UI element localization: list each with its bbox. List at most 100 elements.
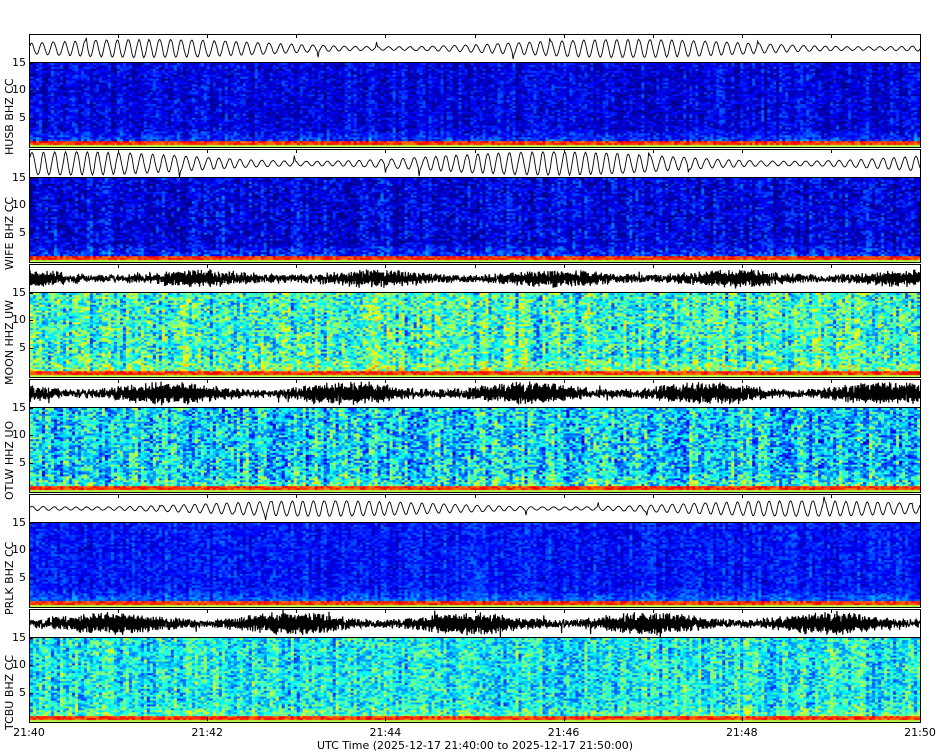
waveform-trace xyxy=(29,269,921,289)
y-tick-label: 10 xyxy=(12,428,26,442)
x-tick-mark xyxy=(563,34,565,38)
waveform-panel xyxy=(29,149,921,178)
x-tick-mark xyxy=(652,609,654,613)
x-tick-mark xyxy=(118,379,120,383)
y-tick-mark xyxy=(29,90,33,92)
x-tick-mark xyxy=(830,34,832,38)
waveform-line xyxy=(29,496,921,521)
x-tick-mark xyxy=(474,494,476,498)
y-tick-mark xyxy=(29,577,33,579)
x-tick-mark xyxy=(741,494,743,498)
y-tick-label: 10 xyxy=(12,543,26,557)
y-tick-label: 15 xyxy=(12,631,26,645)
x-tick-mark xyxy=(830,379,832,383)
x-tick-label: 21:48 xyxy=(725,726,758,739)
y-tick-label: 5 xyxy=(19,570,26,584)
waveform-line xyxy=(29,150,921,178)
waveform-trace xyxy=(29,150,921,178)
x-tick-mark xyxy=(207,379,209,383)
y-tick-label: 10 xyxy=(12,658,26,672)
waveform-line xyxy=(29,609,921,641)
x-tick-mark xyxy=(296,494,298,498)
x-tick-mark xyxy=(741,149,743,153)
x-tick-mark xyxy=(385,34,387,38)
x-tick-label: 21:50 xyxy=(904,726,936,739)
x-tick-mark xyxy=(563,149,565,153)
x-tick-mark xyxy=(207,149,209,153)
waveform-trace xyxy=(29,381,921,406)
x-tick-mark xyxy=(474,34,476,38)
spectrogram-image xyxy=(30,638,920,722)
spectrogram-panel xyxy=(29,637,921,723)
waveform-panel xyxy=(29,494,921,523)
waveform-trace xyxy=(29,609,921,641)
y-tick-label: 5 xyxy=(19,685,26,699)
x-tick-mark xyxy=(385,264,387,268)
x-tick-mark xyxy=(296,264,298,268)
y-tick-mark xyxy=(29,293,33,295)
x-tick-mark xyxy=(29,717,30,721)
y-tick-mark xyxy=(29,205,33,207)
y-tick-label: 10 xyxy=(12,198,26,212)
x-axis-label: UTC Time (2025-12-17 21:40:00 to 2025-12… xyxy=(317,739,633,752)
y-tick-mark xyxy=(29,638,33,640)
y-tick-label: 15 xyxy=(12,286,26,300)
spectrogram-image xyxy=(30,523,920,607)
y-tick-label: 10 xyxy=(12,313,26,327)
waveform-panel xyxy=(29,609,921,641)
waveform-line xyxy=(29,269,921,289)
x-tick-mark xyxy=(296,34,298,38)
x-tick-mark xyxy=(474,609,476,613)
x-tick-mark xyxy=(563,379,565,383)
x-tick-mark xyxy=(741,717,743,721)
y-tick-mark xyxy=(29,117,33,119)
x-tick-mark xyxy=(652,379,654,383)
x-tick-mark xyxy=(830,264,832,268)
y-tick-mark xyxy=(29,550,33,552)
x-tick-mark xyxy=(207,34,209,38)
spectrogram-panel xyxy=(29,407,921,493)
x-tick-mark xyxy=(474,264,476,268)
x-tick-mark xyxy=(296,609,298,613)
y-tick-label: 15 xyxy=(12,401,26,415)
x-tick-mark xyxy=(741,34,743,38)
x-tick-label: 21:42 xyxy=(191,726,224,739)
x-tick-mark xyxy=(118,34,120,38)
x-tick-label: 21:44 xyxy=(369,726,402,739)
waveform-trace xyxy=(29,496,921,521)
waveform-line xyxy=(29,381,921,406)
x-tick-mark xyxy=(830,149,832,153)
y-tick-mark xyxy=(29,63,33,65)
x-tick-mark xyxy=(830,494,832,498)
y-tick-mark xyxy=(29,178,33,180)
x-tick-mark xyxy=(741,264,743,268)
x-tick-mark xyxy=(474,149,476,153)
spectrogram-image xyxy=(30,178,920,262)
x-tick-mark xyxy=(563,717,565,721)
x-tick-mark xyxy=(385,379,387,383)
y-tick-label: 15 xyxy=(12,56,26,70)
y-tick-mark xyxy=(29,347,33,349)
y-tick-mark xyxy=(29,665,33,667)
y-tick-mark xyxy=(29,462,33,464)
x-tick-mark xyxy=(741,609,743,613)
x-tick-mark xyxy=(118,609,120,613)
y-tick-label: 5 xyxy=(19,110,26,124)
waveform-line xyxy=(29,37,921,60)
x-tick-mark xyxy=(296,379,298,383)
spectrogram-panel xyxy=(29,522,921,608)
spectrogram-panel xyxy=(29,62,921,148)
y-tick-label: 10 xyxy=(12,83,26,97)
waveform-panel xyxy=(29,379,921,408)
y-tick-label: 15 xyxy=(12,516,26,530)
x-tick-mark xyxy=(563,264,565,268)
x-tick-mark xyxy=(207,264,209,268)
x-tick-mark xyxy=(385,149,387,153)
x-tick-mark xyxy=(652,494,654,498)
x-tick-mark xyxy=(207,494,209,498)
x-tick-mark xyxy=(118,149,120,153)
x-tick-mark xyxy=(385,717,387,721)
x-tick-mark xyxy=(207,609,209,613)
x-tick-mark xyxy=(652,34,654,38)
y-tick-mark xyxy=(29,320,33,322)
